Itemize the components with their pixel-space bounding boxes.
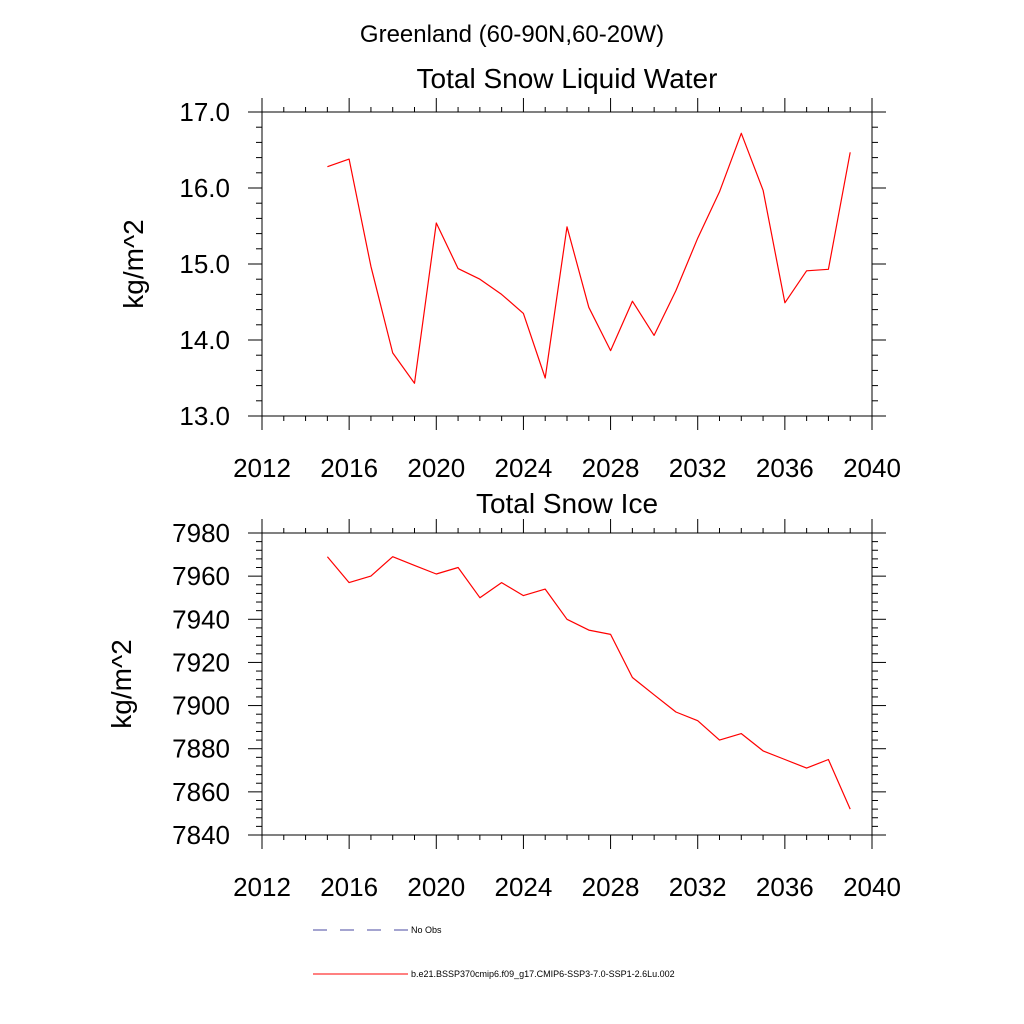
panel-snow-liquid-water: Total Snow Liquid Water kg/m^2 2012 2016 2… [118, 63, 901, 483]
y-tick-label: 16.0 [179, 173, 230, 203]
y-tick-label: 7900 [172, 691, 230, 721]
y-tick-label: 14.0 [179, 325, 230, 355]
legend: No Obs b.e21.BSSP370cmip6.f09_g17.CMIP6-… [313, 925, 675, 979]
x-tick-label: 2020 [407, 872, 465, 902]
x-tick-label: 2024 [495, 453, 553, 483]
y-tick-label: 7940 [172, 604, 230, 634]
x-tick-label: 2036 [756, 872, 814, 902]
figure-title: Greenland (60-90N,60-20W) [360, 21, 664, 48]
x-tick-label: 2028 [582, 872, 640, 902]
x-tick-label: 2012 [233, 872, 291, 902]
x-tick-label: 2032 [669, 453, 727, 483]
y-tick-label: 7920 [172, 647, 230, 677]
y-tick-label: 7860 [172, 777, 230, 807]
y-axis-label: kg/m^2 [106, 639, 137, 728]
series-lines [326, 556, 851, 810]
axis-ticks: 2012 2016 2020 2024 2028 2032 2036 2040 13.0 14.0… [179, 97, 901, 483]
chart-title: Total Snow Ice [476, 488, 658, 519]
series-lines [327, 132, 851, 384]
x-tick-label: 2032 [669, 872, 727, 902]
y-tick-label: 7880 [172, 734, 230, 764]
plot-frame [261, 532, 873, 836]
legend-item-model: b.e21.BSSP370cmip6.f09_g17.CMIP6-SSP3-7.… [313, 969, 675, 979]
series-line [326, 556, 851, 810]
x-tick-label: 2012 [233, 453, 291, 483]
x-tick-label: 2040 [843, 453, 901, 483]
series-line [327, 132, 851, 384]
axis-ticks: 2012 2016 2020 2024 2028 2032 2036 2040 7840 7860… [172, 518, 901, 902]
y-axis-label: kg/m^2 [118, 219, 149, 308]
legend-label: b.e21.BSSP370cmip6.f09_g17.CMIP6-SSP3-7.… [411, 969, 675, 979]
y-tick-label: 15.0 [179, 249, 230, 279]
legend-label: No Obs [411, 925, 442, 935]
y-tick-label: 7960 [172, 561, 230, 591]
x-tick-label: 2036 [756, 453, 814, 483]
legend-item-obs: No Obs [313, 925, 442, 935]
x-tick-label: 2020 [407, 453, 465, 483]
x-tick-label: 2028 [582, 453, 640, 483]
x-tick-label: 2024 [495, 872, 553, 902]
x-tick-label: 2040 [843, 872, 901, 902]
x-tick-label: 2016 [320, 453, 378, 483]
x-tick-label: 2016 [320, 872, 378, 902]
plot-frame [261, 111, 873, 417]
chart-title: Total Snow Liquid Water [417, 63, 718, 94]
y-tick-label: 7840 [172, 820, 230, 850]
y-tick-label: 17.0 [179, 97, 230, 127]
y-tick-label: 13.0 [179, 401, 230, 431]
y-tick-label: 7980 [172, 518, 230, 548]
panel-snow-ice: Total Snow Ice kg/m^2 2012 2016 2020 2024 20… [106, 488, 901, 902]
